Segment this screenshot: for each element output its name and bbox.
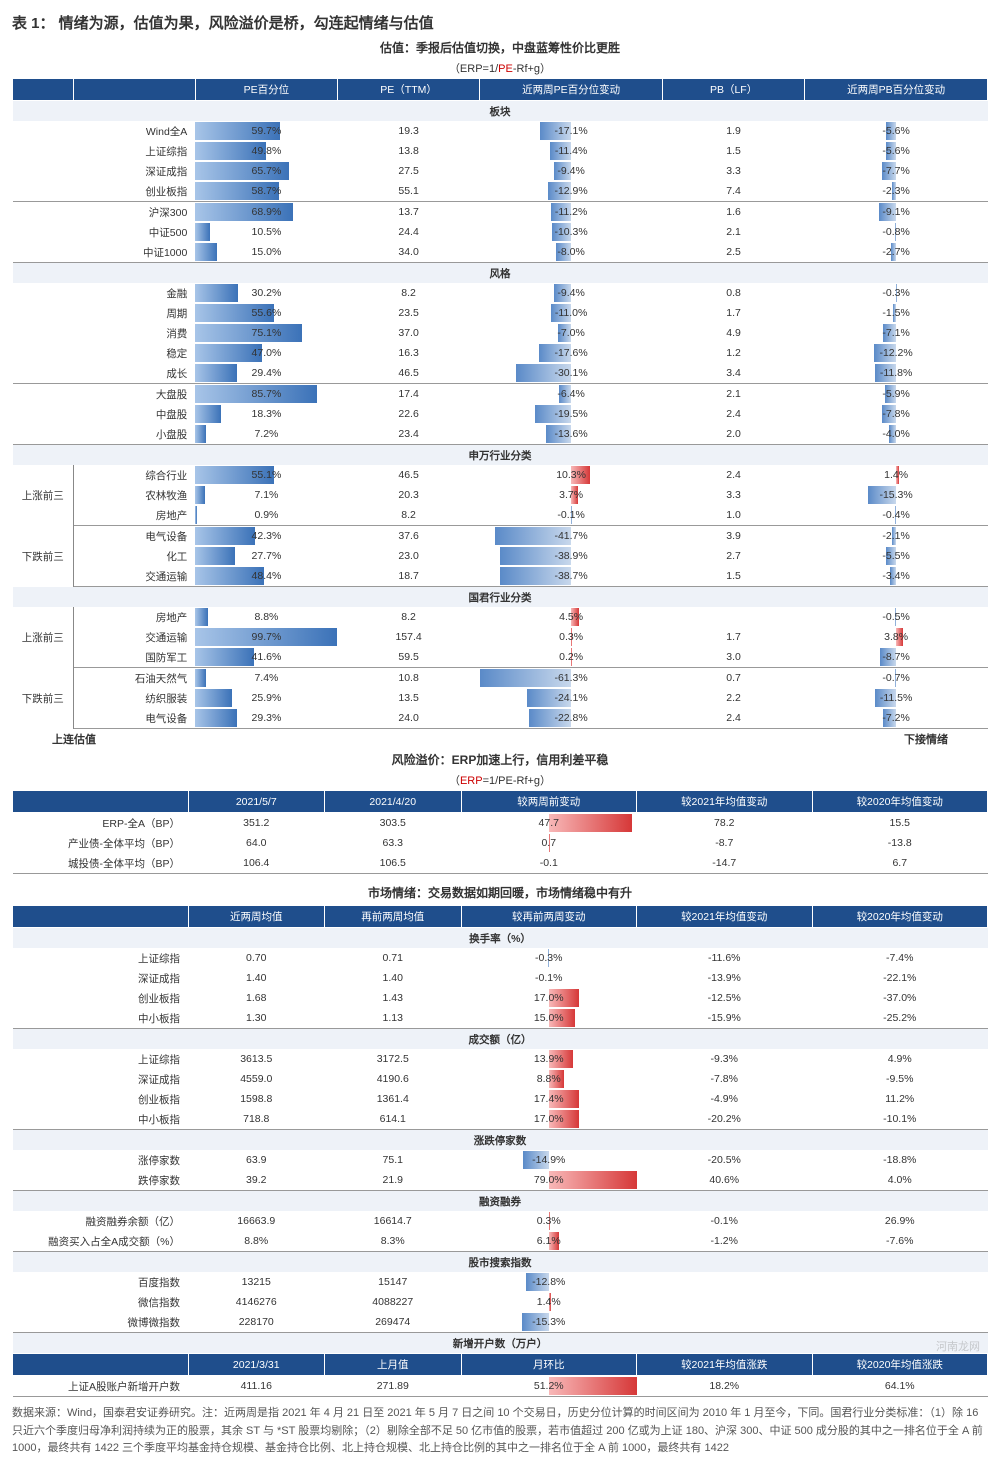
section1-formula: （ERP=1/PE-Rf+g） [12,58,988,78]
sentiment-table: 近两周均值再前两周均值较再前两周变动较2021年均值变动较2020年均值变动 换… [12,905,988,1397]
footnote: 数据来源：Wind，国泰君安证券研究。注：近两周是指 2021 年 4 月 21… [12,1405,988,1458]
valuation-table: PE百分位PE（TTM）近两周PE百分位变动PB（LF）近两周PB百分位变动 板… [12,78,988,729]
erp-table: 2021/5/72021/4/20较两周前变动较2021年均值变动较2020年均… [12,790,988,874]
bridge-labels: 上连估值下接情绪 [12,729,988,749]
section1-subtitle: 估值：季报后估值切换，中盘蓝筹性价比更胜 [12,37,988,58]
watermark: 河南龙网 [936,1338,980,1354]
section2-formula: （ERP=1/PE-Rf+g） [12,770,988,790]
section3-subtitle: 市场情绪：交易数据如期回暖，市场情绪稳中有升 [12,880,988,905]
table-title: 表 1： 情绪为源，估值为果，风险溢价是桥，勾连起情绪与估值 [12,12,988,33]
section2-subtitle: 风险溢价：ERP加速上行，信用利差平稳 [12,749,988,770]
